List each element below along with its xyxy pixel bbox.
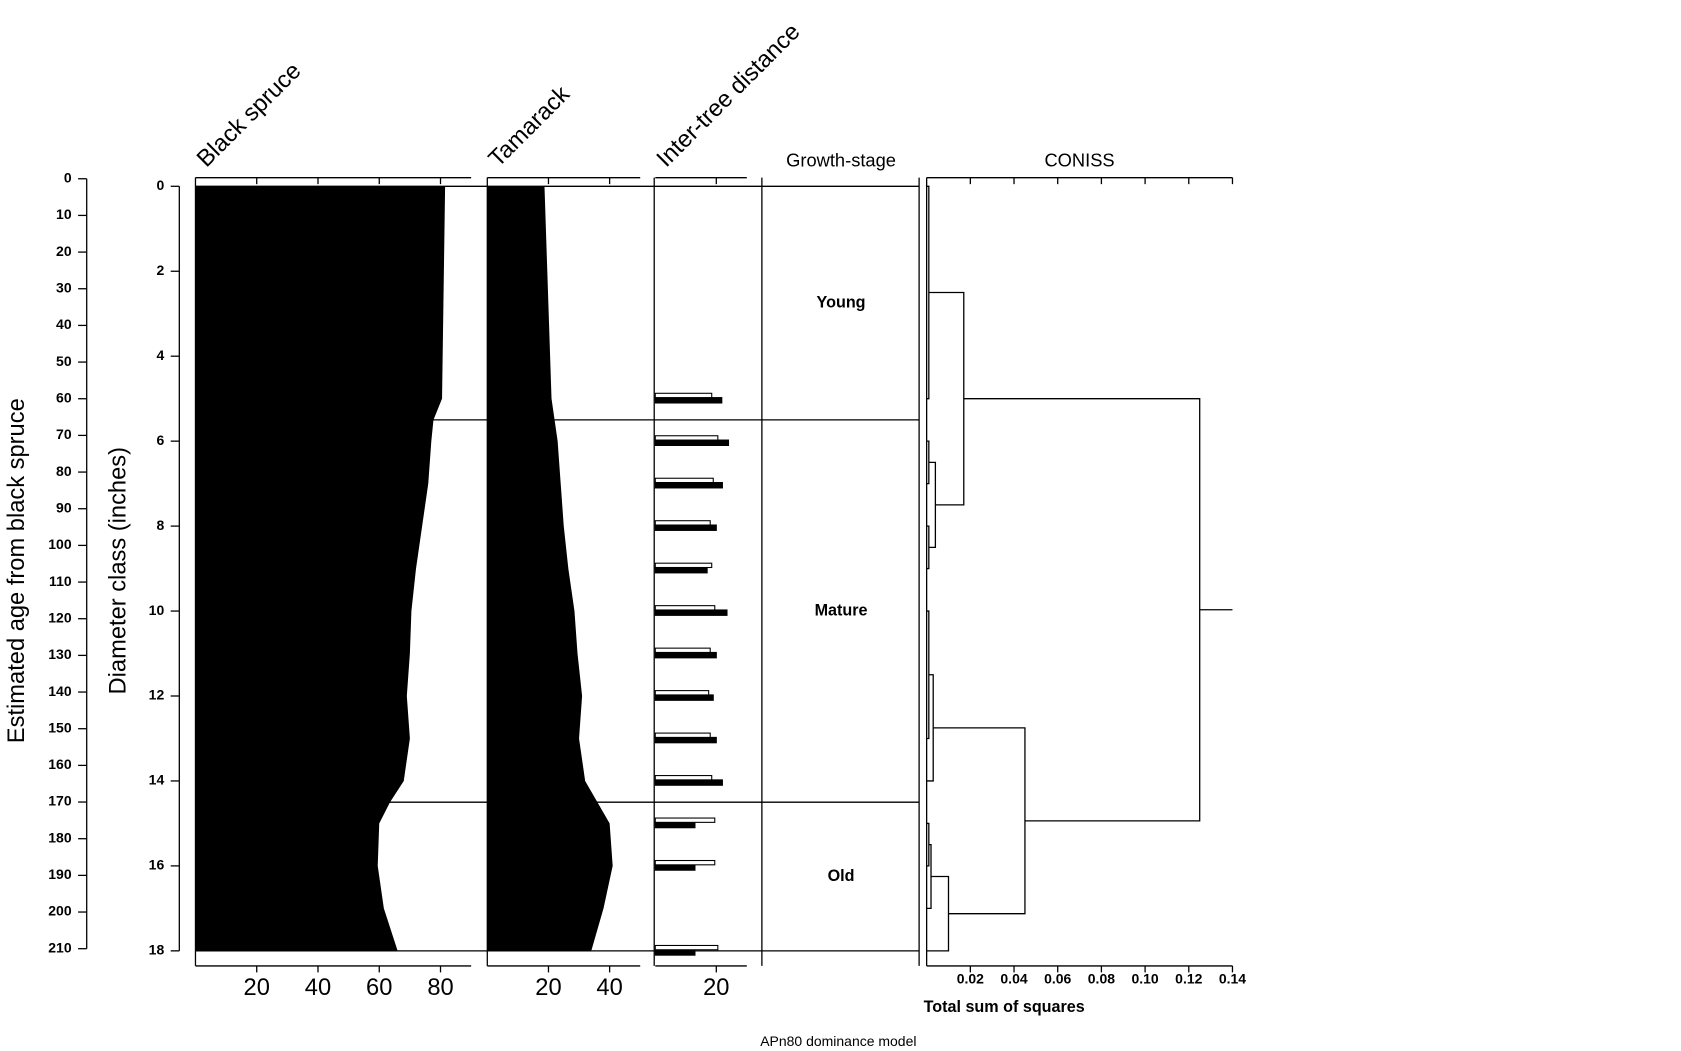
bar: [654, 609, 728, 616]
bar: [654, 817, 716, 823]
age-tick-label: 60: [56, 389, 72, 405]
age-tick-label: 150: [48, 719, 72, 735]
x-tick-label: 40: [596, 975, 622, 1001]
age-tick-label: 130: [48, 646, 72, 662]
age-tick-label: 80: [56, 463, 72, 479]
bar: [654, 732, 711, 738]
bar: [654, 694, 714, 701]
bar: [654, 392, 713, 399]
age-tick-label: 90: [56, 499, 72, 515]
x-tick-label: 20: [244, 975, 270, 1001]
age-axis-title: Estimated age from black spruce: [4, 398, 30, 743]
depth-tick-label: 18: [149, 942, 165, 958]
age-tick-label: 50: [56, 353, 72, 369]
age-tick-label: 20: [56, 243, 72, 259]
x-tick-label: 0.06: [1044, 971, 1071, 987]
x-tick-label: 60: [366, 975, 392, 1001]
age-tick-label: 70: [56, 426, 72, 442]
x-tick-label: 0.12: [1175, 971, 1202, 987]
age-tick-label: 170: [48, 793, 72, 809]
depth-tick-label: 12: [149, 687, 165, 703]
depth-tick-label: 14: [149, 772, 165, 788]
bar: [654, 477, 714, 484]
x-tick-label: 0.08: [1088, 971, 1115, 987]
caption: APn80 dominance model: [760, 1033, 916, 1049]
dendrogram-link: [926, 844, 932, 910]
panel-title: Tamarack: [484, 81, 575, 172]
age-tick-label: 190: [48, 866, 72, 882]
age-tick-label: 100: [48, 536, 72, 552]
bar: [654, 482, 723, 489]
age-tick-label: 140: [48, 683, 72, 699]
depth-tick-label: 8: [156, 517, 164, 533]
bar: [654, 605, 716, 611]
dendrogram-link: [928, 461, 937, 548]
bar: [654, 775, 713, 781]
age-tick-label: 10: [56, 206, 72, 222]
depth-tick-label: 6: [156, 432, 164, 448]
depth-tick-label: 16: [149, 857, 165, 873]
age-tick-label: 200: [48, 903, 72, 919]
area: [487, 186, 613, 951]
x-tick-label: 0.10: [1131, 971, 1158, 987]
bar: [654, 779, 723, 786]
panel-title: Black spruce: [192, 58, 306, 172]
bar: [654, 566, 708, 574]
age-tick-label: 0: [64, 169, 72, 185]
age-tick-label: 210: [48, 939, 72, 955]
depth-axis-title: Diameter class (inches): [105, 447, 131, 694]
bar: [654, 439, 730, 446]
x-tick-label: 0.14: [1219, 971, 1246, 987]
x-tick-label: 20: [535, 975, 561, 1001]
depth-tick-label: 0: [156, 177, 164, 193]
dendrogram-link: [926, 875, 950, 952]
age-tick-label: 120: [48, 609, 72, 625]
depth-tick-label: 2: [156, 262, 164, 278]
bar: [654, 520, 711, 526]
bar: [654, 397, 723, 404]
depth-tick-label: 4: [156, 347, 164, 363]
panel-title: Inter-tree distance: [652, 19, 805, 172]
bar: [654, 562, 713, 569]
area: [195, 186, 446, 951]
zone-label: Mature: [815, 601, 868, 619]
x-tick-label: 20: [703, 975, 729, 1001]
bar: [654, 690, 710, 696]
depth-tick-label: 10: [149, 602, 165, 618]
x-tick-label: 0.02: [957, 971, 984, 987]
bar: [654, 736, 717, 744]
bar: [654, 647, 711, 653]
bar: [654, 651, 717, 659]
bar: [654, 524, 717, 531]
panel-title: CONISS: [1044, 149, 1114, 170]
zone-label: Young: [817, 293, 866, 311]
bar: [654, 821, 696, 829]
age-tick-label: 180: [48, 829, 72, 845]
age-tick-label: 110: [49, 573, 72, 589]
panel-title: Growth-stage: [786, 149, 896, 170]
bar: [654, 944, 719, 951]
x-tick-label: 0.04: [1000, 971, 1027, 987]
age-tick-label: 40: [56, 316, 72, 332]
dendrogram-link: [963, 398, 1201, 822]
bar: [654, 864, 696, 871]
x-tick-label: 80: [427, 975, 453, 1001]
bar: [654, 435, 719, 441]
dendrogram-link: [926, 674, 934, 782]
zone-label: Old: [828, 867, 855, 885]
bar: [654, 859, 716, 866]
x-tick-label: 40: [305, 975, 331, 1001]
age-tick-label: 160: [48, 756, 72, 772]
age-tick-label: 30: [56, 279, 72, 295]
x-axis-title: Total sum of squares: [924, 998, 1085, 1016]
dendrogram-link: [933, 727, 1026, 915]
dendrogram-link: [928, 291, 965, 506]
